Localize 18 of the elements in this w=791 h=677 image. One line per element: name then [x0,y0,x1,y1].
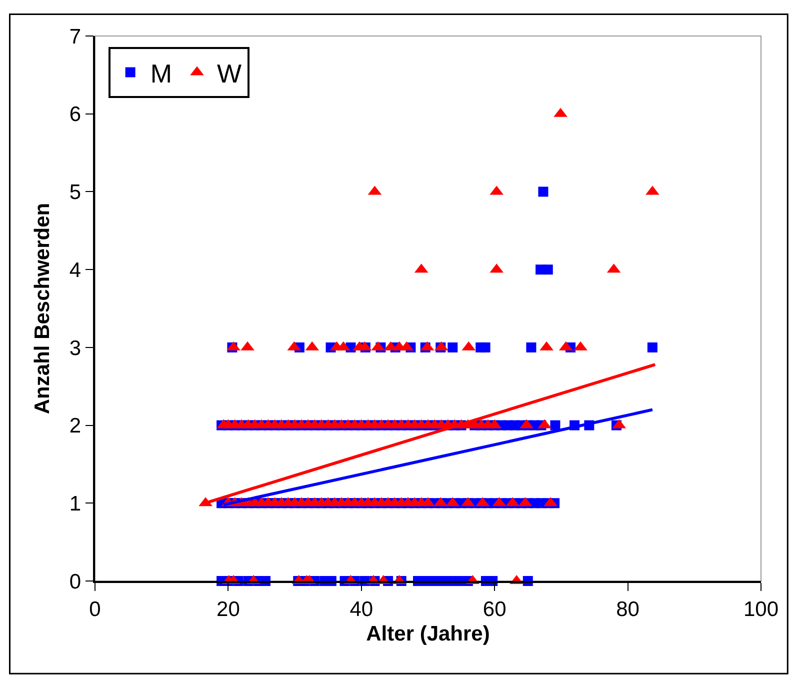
y-tick-label: 7 [69,25,82,48]
x-tick-label: 40 [350,598,374,621]
legend-label: W [216,58,242,88]
y-tick-label: 4 [69,258,82,282]
y-tick-label: 2 [69,414,82,438]
y-tick-label: 3 [69,336,82,360]
y-tick-label: 6 [69,103,82,126]
legend-label: M [150,58,172,88]
y-tick-label: 5 [69,181,82,204]
y-axis-title: Anzahl Beschwerden [31,202,54,414]
x-axis-title: Alter (Jahre) [366,622,490,646]
y-tick-label: 1 [69,492,82,516]
y-tick-label: 0 [69,570,82,594]
x-tick-label: 100 [743,598,779,621]
x-tick-label: 60 [482,598,506,621]
x-tick-label: 20 [216,598,240,621]
x-tick-label: 80 [616,598,640,621]
x-tick-label: 0 [89,598,101,621]
